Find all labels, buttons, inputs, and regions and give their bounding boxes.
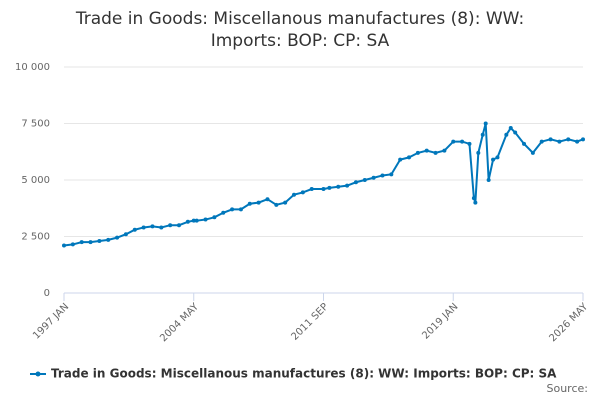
point <box>566 137 571 142</box>
point <box>504 132 509 137</box>
point <box>398 157 403 162</box>
x-tick-label: 2026 MAY <box>548 301 591 344</box>
point <box>451 139 456 144</box>
y-tick-label: 2 500 <box>21 232 50 243</box>
point <box>97 239 102 244</box>
point <box>480 132 485 137</box>
point <box>238 207 243 212</box>
y-tick-label: 0 <box>44 288 50 299</box>
point <box>265 197 270 202</box>
point <box>79 240 84 245</box>
legend-marker <box>35 371 41 377</box>
point <box>132 227 137 232</box>
point <box>513 130 518 135</box>
point <box>424 148 429 153</box>
legend-label: Trade in Goods: Miscellanous manufacture… <box>51 367 557 381</box>
point <box>309 187 314 192</box>
point <box>141 225 146 230</box>
point <box>168 223 173 228</box>
point <box>539 139 544 144</box>
point <box>407 155 412 160</box>
point <box>292 192 297 197</box>
point <box>327 185 332 190</box>
point <box>486 178 491 182</box>
point <box>415 150 420 155</box>
point <box>522 141 527 146</box>
point <box>389 172 394 177</box>
x-tick-label: 2019 JAN <box>420 301 460 341</box>
point <box>159 225 164 230</box>
point <box>321 187 326 192</box>
point <box>300 190 305 195</box>
y-tick-label: 10 000 <box>15 62 50 73</box>
point <box>256 200 261 205</box>
point <box>230 207 235 212</box>
point <box>362 178 367 182</box>
point <box>247 201 252 206</box>
point <box>194 218 199 223</box>
x-tick-label: 2011 SEP <box>289 301 330 342</box>
point <box>575 139 580 144</box>
point <box>353 180 358 185</box>
point <box>88 240 93 245</box>
point <box>491 157 496 162</box>
point <box>203 217 208 222</box>
point <box>471 196 476 201</box>
point <box>508 126 513 131</box>
point <box>557 139 562 144</box>
point <box>476 150 481 155</box>
point <box>442 148 447 153</box>
point <box>123 232 128 237</box>
point <box>530 150 535 155</box>
point <box>467 141 472 146</box>
point <box>106 237 111 242</box>
point <box>336 184 341 189</box>
point <box>115 235 120 240</box>
chart-title: Trade in Goods: Miscellanous manufacture… <box>75 9 525 51</box>
point <box>483 121 488 126</box>
x-tick-label: 2004 MAY <box>158 301 201 344</box>
credit: Source: <box>547 382 589 395</box>
point <box>433 150 438 155</box>
point <box>495 155 500 160</box>
point <box>221 210 226 215</box>
point <box>460 139 465 144</box>
point <box>581 137 585 142</box>
point <box>150 224 155 229</box>
point <box>548 137 553 142</box>
point <box>473 200 478 205</box>
point <box>283 200 288 205</box>
y-tick-label: 5 000 <box>21 175 50 186</box>
y-tick-label: 7 500 <box>21 119 50 130</box>
point <box>177 223 182 228</box>
x-tick-label: 1997 JAN <box>31 301 71 341</box>
point <box>191 218 196 223</box>
point <box>185 219 190 224</box>
point <box>274 202 279 207</box>
point <box>62 243 66 248</box>
point <box>212 215 217 220</box>
point <box>345 183 350 188</box>
point <box>380 173 385 178</box>
point <box>70 242 75 247</box>
point <box>371 175 376 180</box>
